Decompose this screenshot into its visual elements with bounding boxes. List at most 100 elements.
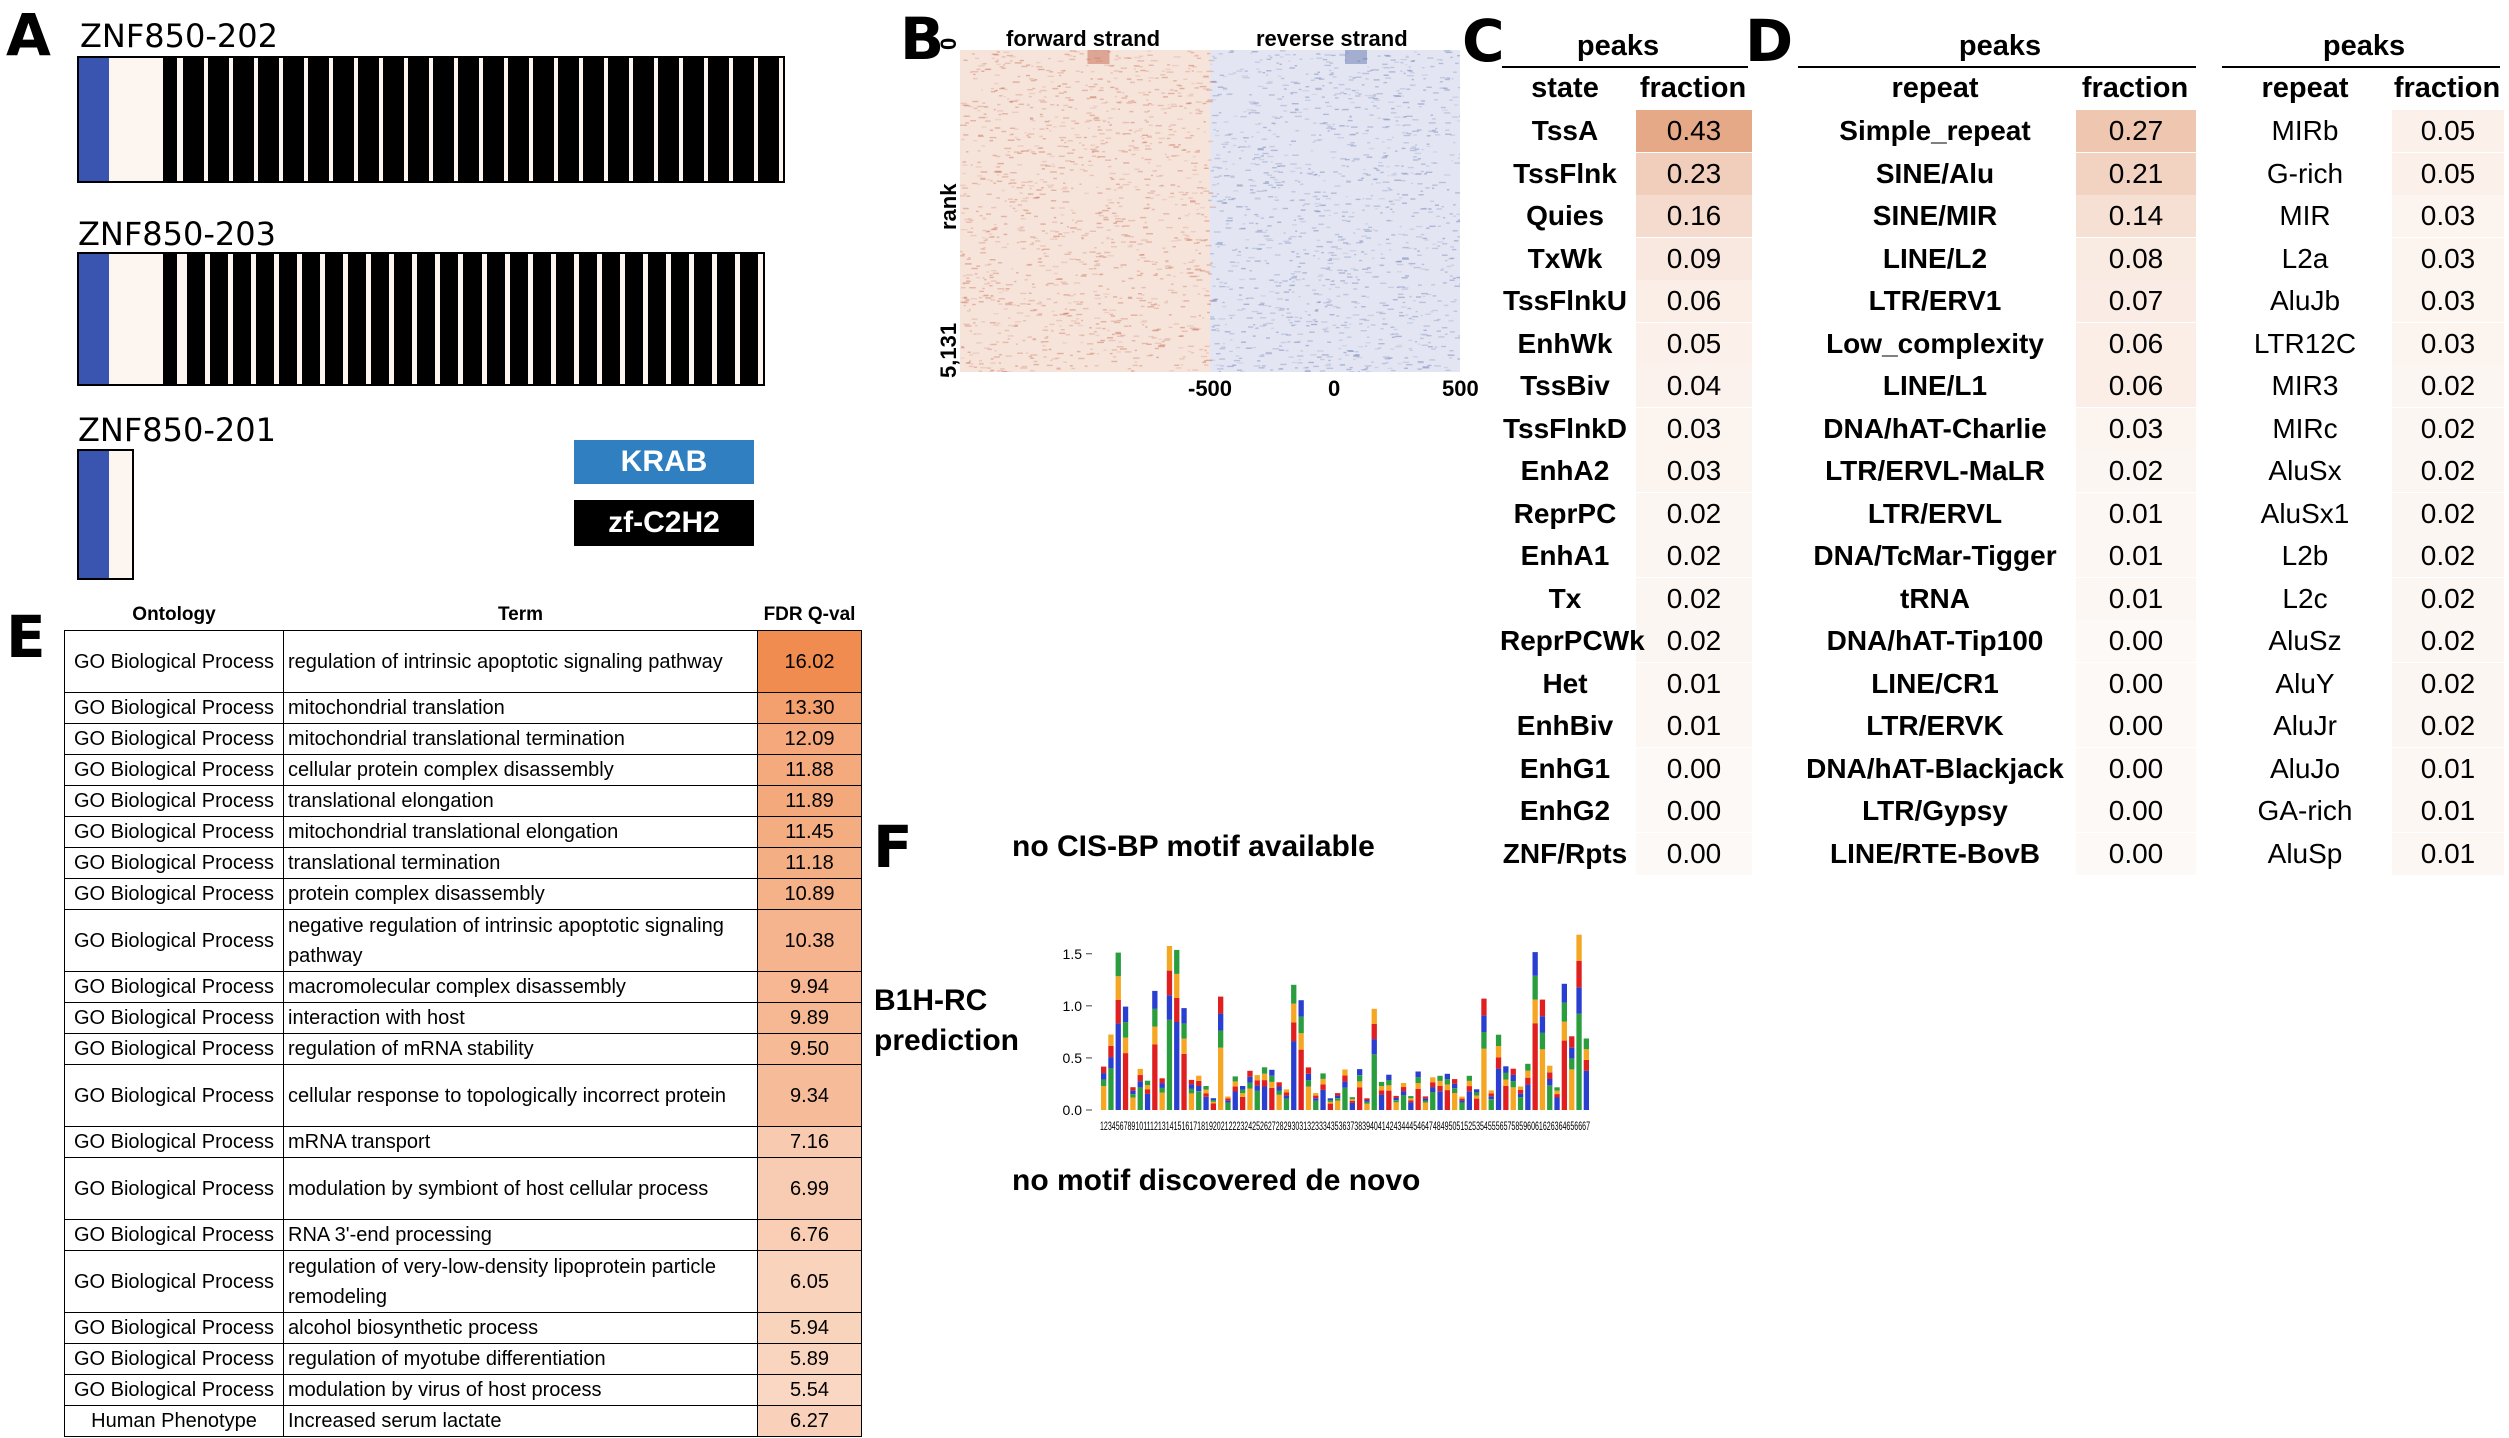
ontology-cell: GO Biological Process — [64, 971, 284, 1003]
logo-letter — [1196, 1080, 1202, 1086]
logo-letter — [1532, 1023, 1538, 1110]
logo-letter — [1240, 1089, 1246, 1094]
row-label: AluSz — [2268, 625, 2342, 656]
row-label: MIR — [2279, 200, 2331, 231]
row-label: AluY — [2275, 667, 2335, 699]
zf-c2h2-domain — [417, 254, 436, 384]
logo-letter — [1159, 1087, 1165, 1093]
term-cell: protein complex disassembly — [283, 878, 758, 910]
col-header-fdr: FDR Q-val — [763, 604, 856, 625]
panel-letter-b: B — [900, 5, 945, 73]
term-cell: interaction with host — [283, 1002, 758, 1034]
logo-letter — [1276, 1086, 1282, 1091]
logo-letter — [1517, 1093, 1524, 1098]
logo-letter — [1115, 976, 1121, 1000]
logo-letter — [1569, 1036, 1575, 1048]
x-tick: -500 — [1188, 376, 1233, 401]
logo-letter — [1583, 1049, 1589, 1060]
logo-y-tick: 1.0 — [1063, 998, 1083, 1014]
row-fraction: 0.04 — [1666, 370, 1722, 401]
logo-letter — [1269, 1075, 1275, 1082]
logo-letter — [1488, 1099, 1494, 1110]
logo-letter — [1218, 996, 1224, 1014]
fdr-cell: 7.16 — [757, 1126, 862, 1158]
logo-letter — [1115, 952, 1121, 977]
logo-letter — [1371, 1039, 1377, 1055]
row-label: SINE/MIR — [1872, 200, 1998, 231]
fdr-cell: 10.89 — [757, 878, 862, 910]
logo-letter — [1561, 983, 1567, 1003]
logo-letter — [1144, 1093, 1151, 1110]
zf-c2h2-domain — [693, 254, 712, 384]
fdr-cell: 5.54 — [757, 1374, 862, 1406]
ontology-cell: GO Biological Process — [64, 1312, 284, 1344]
logo-letter — [1218, 1030, 1224, 1048]
fraction-cell-shading — [2392, 322, 2504, 365]
logo-letter — [1539, 1049, 1546, 1110]
col-header-state: state — [1531, 72, 1599, 104]
logo-letter — [1444, 1073, 1450, 1080]
row-label: EnhA1 — [1520, 540, 1610, 571]
logo-letter — [1115, 999, 1121, 1024]
logo-letter — [1247, 1088, 1253, 1110]
row-fraction: 0.01 — [2420, 752, 2476, 784]
term-cell: RNA 3'-end processing — [283, 1219, 758, 1251]
row-label: GA-rich — [2257, 795, 2353, 826]
logo-letter — [1349, 1097, 1355, 1100]
panel-letter-a: A — [6, 1, 51, 69]
row-label: LTR/ERVL-MaLR — [1825, 455, 2045, 486]
logo-letter — [1269, 1069, 1275, 1076]
ontology-cell: GO Biological Process — [64, 847, 284, 879]
logo-letter — [1101, 1066, 1107, 1074]
logo-letter — [1466, 1075, 1472, 1081]
logo-letter — [1386, 1090, 1392, 1110]
zf-c2h2-domain — [433, 58, 454, 181]
fraction-cell-shading — [2076, 280, 2196, 322]
logo-letter — [1525, 1070, 1531, 1078]
logo-letter — [1400, 1087, 1407, 1092]
krab-domain — [79, 58, 109, 181]
logo-letter — [1415, 1077, 1421, 1084]
logo-letter — [1174, 974, 1180, 998]
legend-zf-c2h2: zf-C2H2 — [574, 500, 754, 546]
logo-letter — [1247, 1076, 1253, 1083]
logo-letter — [1561, 1040, 1567, 1110]
row-fraction: 0.02 — [2420, 667, 2476, 699]
row-fraction: 0.00 — [2108, 795, 2164, 826]
logo-letter — [1430, 1092, 1436, 1110]
logo-letter — [1474, 1095, 1480, 1099]
go-table-row: GO Biological Process regulation of mRNA … — [64, 1033, 862, 1065]
ontology-cell: GO Biological Process — [64, 1374, 284, 1406]
logo-letter — [1159, 1083, 1165, 1088]
forward-strand-label: forward strand — [1006, 26, 1161, 51]
logo-letter — [1547, 1079, 1553, 1086]
logo-letter — [1261, 1086, 1268, 1110]
row-label: MIR3 — [2271, 370, 2339, 401]
logo-letter — [1422, 1100, 1429, 1103]
logo-letter — [1539, 999, 1546, 1017]
fdr-cell: 11.89 — [757, 785, 862, 817]
logo-letter — [1174, 949, 1180, 974]
row-fraction: 0.08 — [2108, 242, 2164, 274]
logo-letter — [1444, 1079, 1450, 1085]
row-fraction: 0.02 — [2420, 455, 2476, 486]
logo-letter — [1254, 1090, 1260, 1110]
logo-letter — [1393, 1100, 1399, 1103]
row-label: AluJo — [2269, 752, 2341, 784]
logo-letter — [1393, 1102, 1399, 1110]
zf-c2h2-domain — [683, 58, 704, 181]
logo-y-tick: 0.5 — [1063, 1050, 1083, 1066]
logo-letter — [1539, 1032, 1546, 1050]
logo-letter — [1495, 1057, 1502, 1069]
row-fraction: 0.03 — [2420, 285, 2476, 316]
go-table-row: GO Biological Process cellular protein co… — [64, 754, 862, 786]
logo-letter — [1218, 1047, 1224, 1110]
ontology-cell: GO Biological Process — [64, 1343, 284, 1375]
zf-c2h2-domain — [371, 254, 390, 384]
logo-letter — [1547, 1065, 1553, 1073]
logo-letter — [1203, 1096, 1209, 1110]
go-table-row: GO Biological Process negative regulation… — [64, 909, 862, 972]
logo-letter — [1583, 1070, 1589, 1110]
logo-letter — [1203, 1089, 1209, 1094]
logo-letter — [1349, 1102, 1355, 1110]
